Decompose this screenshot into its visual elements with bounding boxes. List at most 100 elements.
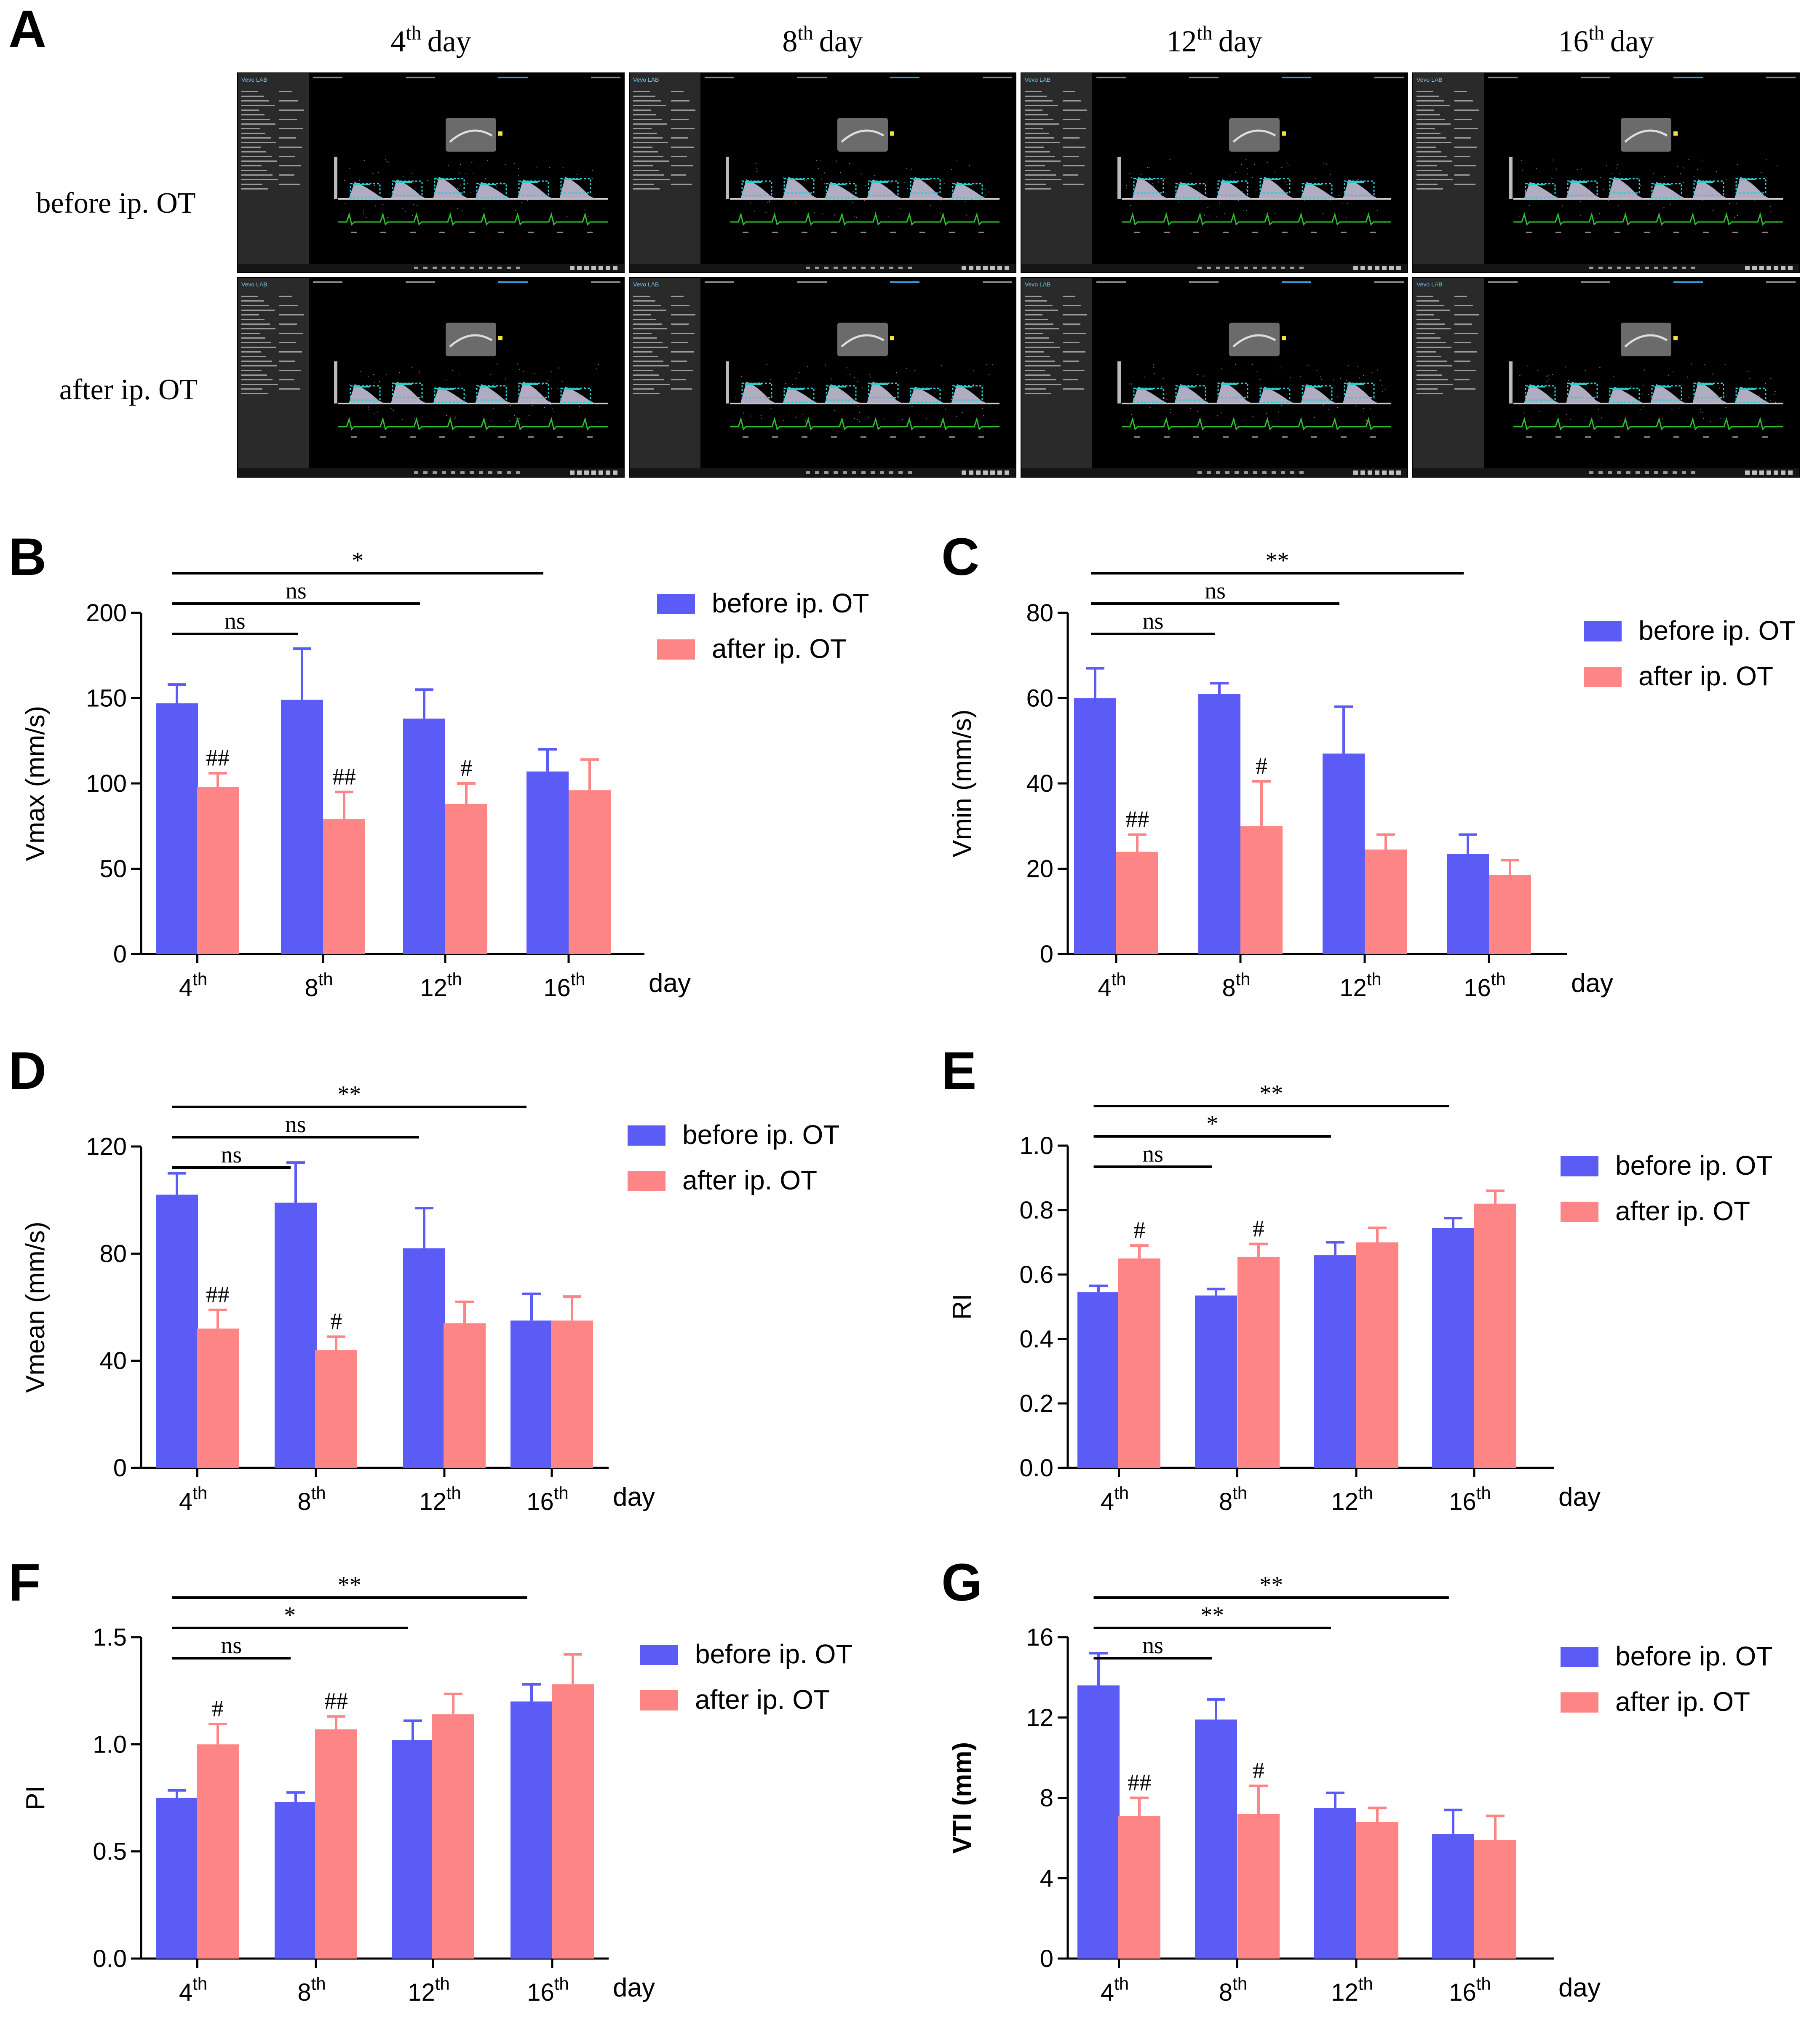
comparison-label: ns — [1205, 578, 1226, 604]
x-tick-sup: th — [192, 969, 207, 989]
y-tick-label: 1.5 — [93, 1624, 127, 1651]
toolbar-icon — [1682, 267, 1686, 269]
toolbar-button-icon — [1774, 266, 1778, 270]
toolbar-button-icon — [584, 470, 589, 475]
sidebar-value-line — [1063, 110, 1087, 111]
comparison-label: ns — [1142, 1633, 1163, 1659]
sidebar-value-line — [1063, 379, 1078, 380]
sidebar-text-line — [1416, 351, 1436, 353]
velocity-trace-marker — [1175, 385, 1206, 401]
toolbar-icon — [1290, 471, 1294, 474]
sidebar-text-line — [1416, 379, 1448, 380]
doppler-envelope — [349, 384, 385, 404]
x-tick-label: 16th — [526, 1483, 569, 1515]
speckle-noise — [519, 418, 520, 420]
scale-bar — [1117, 361, 1121, 404]
header-text-line — [1374, 77, 1404, 78]
y-tick-label: 40 — [1026, 770, 1053, 797]
legend-label-before: before ip. OT — [682, 1120, 840, 1150]
sidebar-text-line — [1025, 123, 1059, 125]
sidebar-text-line — [241, 328, 275, 329]
speckle-noise — [1358, 198, 1360, 200]
speckle-noise — [465, 395, 467, 396]
speckle-noise — [1668, 374, 1669, 376]
velocity-trace-marker — [952, 385, 983, 401]
x-tick-label: 12th — [419, 1483, 461, 1515]
velocity-trace-marker — [1344, 180, 1375, 196]
legend-label-after: after ip. OT — [1638, 661, 1773, 691]
toolbar-button-icon — [1353, 470, 1358, 475]
speckle-noise — [1190, 408, 1192, 409]
speckle-noise — [875, 212, 876, 213]
sidebar-value-line — [279, 370, 301, 371]
header-text-line — [313, 281, 342, 283]
bar-before-12th — [403, 1248, 445, 1468]
toolbar-icon — [1197, 471, 1202, 474]
sidebar-value-line — [1063, 305, 1081, 306]
toolbar-button-icon — [1382, 266, 1387, 270]
doppler-envelope — [825, 182, 861, 199]
sidebar-value-line — [279, 314, 304, 315]
toolbar-button-icon — [591, 266, 596, 270]
time-axis-label — [557, 436, 563, 438]
toolbar-icon — [889, 267, 893, 269]
sidebar-value-line — [671, 323, 689, 325]
time-axis-label — [1585, 436, 1591, 438]
toolbar-icon — [1299, 471, 1304, 474]
speckle-noise — [856, 217, 857, 218]
comparison-label: * — [284, 1602, 296, 1628]
time-axis-label — [978, 436, 984, 438]
sidebar-text-line — [241, 333, 260, 334]
velocity-trace-marker — [1693, 382, 1724, 398]
bar-before-8th — [1195, 1295, 1237, 1468]
sidebar-text-line — [1025, 165, 1045, 166]
speckle-noise — [1259, 379, 1261, 380]
toolbar-icon — [834, 267, 838, 269]
toolbar-button-icon — [577, 266, 582, 270]
speckle-noise — [514, 163, 515, 164]
legend-label-before: before ip. OT — [1615, 1150, 1773, 1181]
velocity-trace-marker — [1302, 385, 1333, 401]
toolbar-icon — [414, 267, 418, 269]
speckle-noise — [349, 168, 350, 169]
bar-before-16th — [526, 771, 569, 954]
speckle-noise — [1630, 386, 1632, 387]
speckle-noise — [965, 214, 967, 216]
toolbar-icon — [451, 267, 455, 269]
sidebar-value-line — [1454, 119, 1472, 120]
speckle-noise — [1169, 159, 1171, 160]
row-label-after: after ip. OT — [59, 374, 198, 406]
b-mode-thumbnail — [1229, 118, 1280, 152]
speckle-noise — [1770, 400, 1772, 401]
speckle-noise — [415, 187, 417, 189]
speckle-noise — [1703, 418, 1704, 419]
sidebar-text-line — [1025, 384, 1061, 385]
time-axis-label — [1732, 436, 1738, 438]
toolbar-button-icon — [997, 266, 1002, 270]
speckle-noise — [1131, 414, 1132, 415]
time-axis-label — [802, 436, 807, 438]
y-tick-label: 100 — [86, 770, 127, 797]
speckle-noise — [1153, 364, 1154, 366]
speckle-noise — [1254, 164, 1255, 166]
sidebar-text-line — [1416, 305, 1444, 306]
b-mode-thumbnail — [1621, 118, 1671, 152]
speckle-noise — [820, 160, 821, 161]
sidebar-text-line — [1025, 374, 1050, 376]
speckle-noise — [508, 402, 510, 403]
ultrasound-screenshot: Vevo LAB — [237, 277, 625, 478]
x-tick-sup: th — [1358, 1483, 1373, 1503]
x-axis-label: day — [1558, 1483, 1601, 1512]
sidebar-value-line — [279, 388, 300, 390]
sidebar-value-line — [1063, 388, 1084, 390]
sidebar-text-line — [633, 110, 651, 111]
speckle-noise — [1546, 375, 1547, 377]
legend-label-before: before ip. OT — [712, 588, 869, 618]
sidebar-panel — [1021, 278, 1092, 468]
speckle-noise — [1155, 178, 1156, 179]
sidebar-value-line — [1063, 174, 1078, 176]
speckle-noise — [768, 200, 770, 202]
speckle-noise — [1203, 375, 1204, 377]
velocity-trace-marker — [392, 180, 423, 196]
